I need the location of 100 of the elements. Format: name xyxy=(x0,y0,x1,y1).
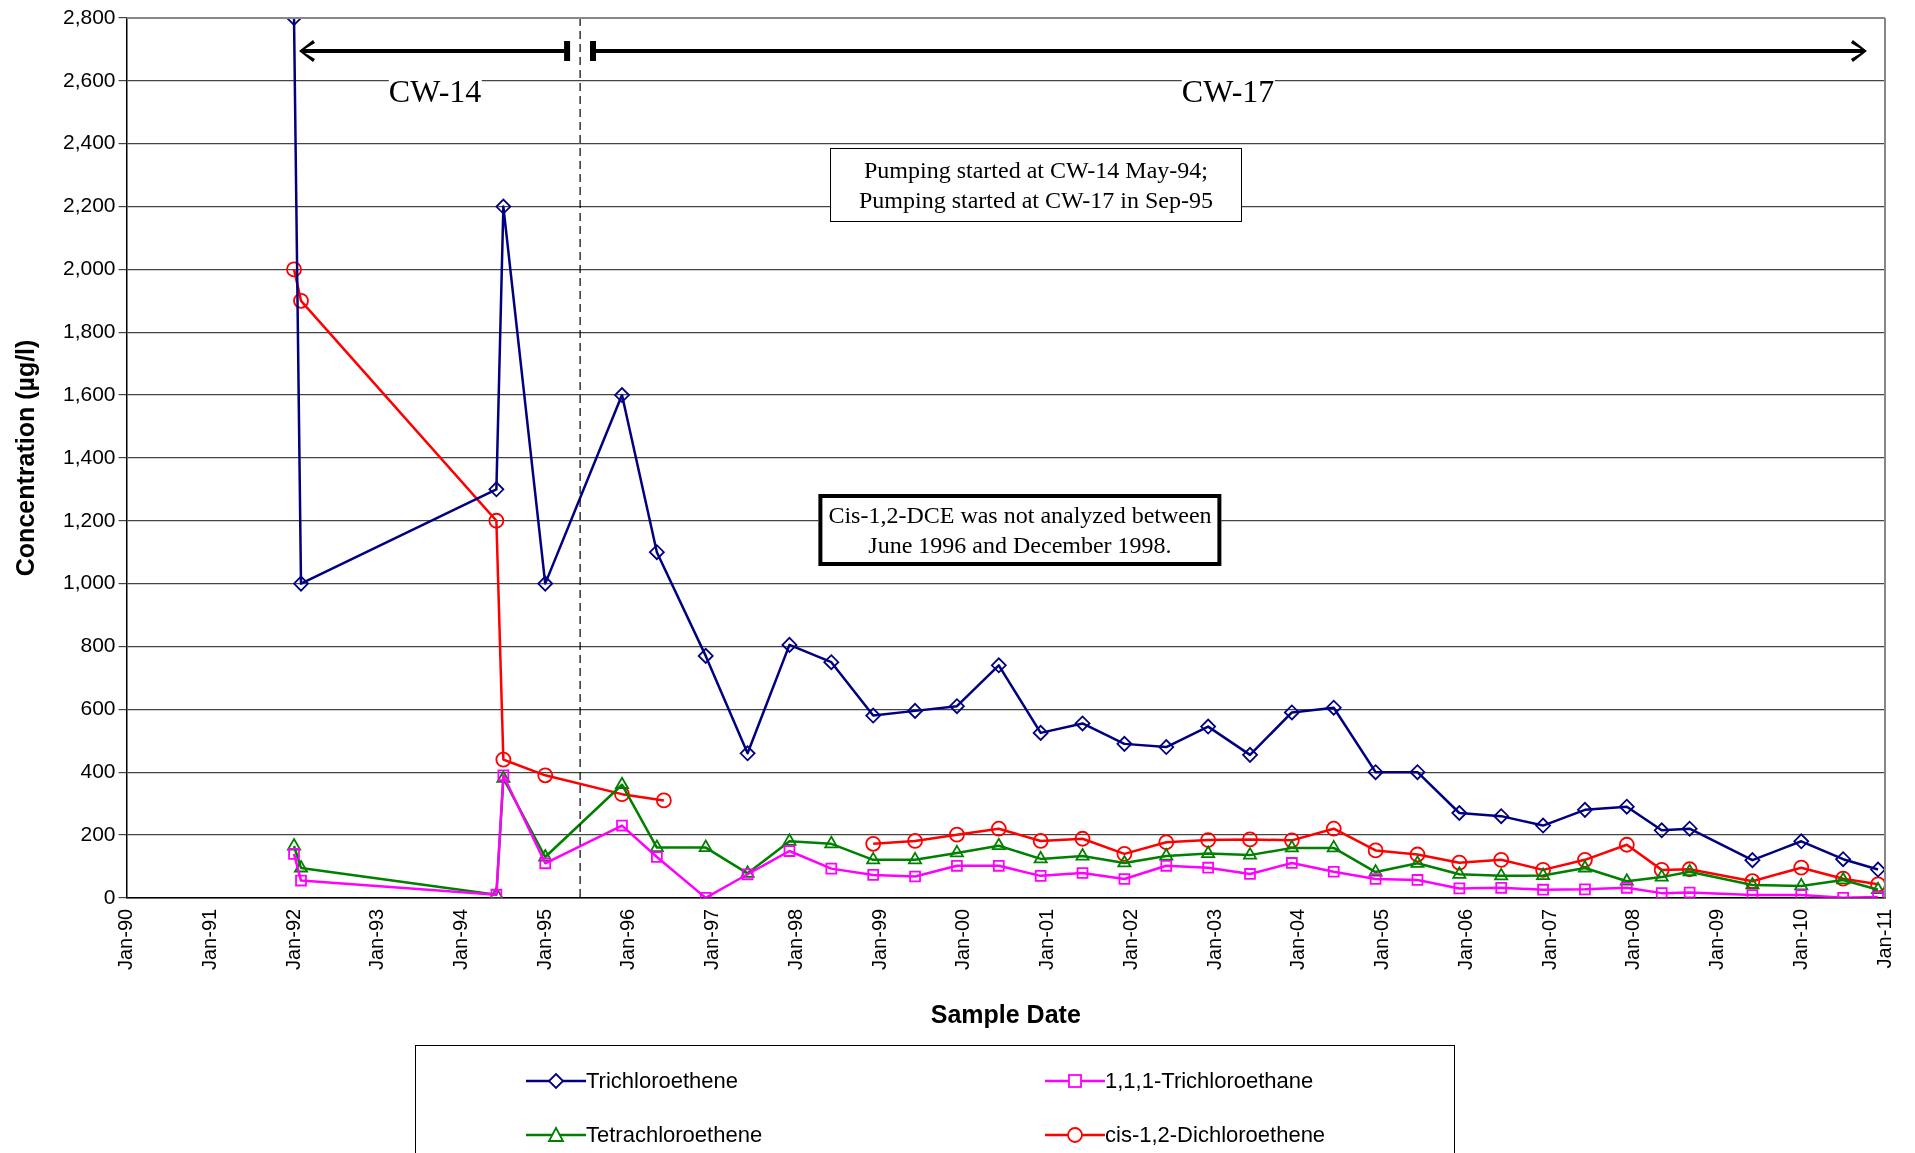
x-tick-label: Jan-96 xyxy=(616,908,639,970)
point xyxy=(655,792,672,809)
point xyxy=(1579,883,1591,896)
x-tick-label: Jan-03 xyxy=(1202,908,1225,970)
annotation: Cis-1,2-DCE was not analyzed between June 1996 and December 1998. xyxy=(818,494,1222,566)
point xyxy=(1325,820,1342,837)
point xyxy=(288,848,300,860)
point xyxy=(1243,847,1257,860)
point xyxy=(614,387,630,403)
point xyxy=(825,862,838,875)
point xyxy=(1871,881,1885,895)
point xyxy=(1410,855,1425,868)
point xyxy=(1411,874,1424,886)
point xyxy=(1409,846,1426,863)
point xyxy=(1535,861,1551,878)
legend-label: cis-1,2-Dichloroethene xyxy=(1105,1122,1326,1148)
x-tick-label: Jan-09 xyxy=(1705,908,1728,970)
point xyxy=(1453,882,1466,895)
x-tick-label: Jan-90 xyxy=(114,908,137,970)
x-tick-label: Jan-93 xyxy=(365,908,388,970)
annotation: Pumping started at CW-14 May-94; Pumping started at CW-17 in Sep-95 xyxy=(830,148,1242,222)
point xyxy=(907,833,923,849)
y-tick-label: 2,800 xyxy=(62,4,116,28)
point xyxy=(1368,864,1383,877)
point xyxy=(1451,854,1468,871)
point xyxy=(1201,845,1216,858)
x-tick-label: Jan-95 xyxy=(532,908,555,970)
point xyxy=(1451,805,1468,821)
point xyxy=(1494,867,1509,881)
point xyxy=(651,851,663,863)
legend-label: Trichloroethene xyxy=(586,1068,739,1094)
point xyxy=(1033,850,1048,864)
point xyxy=(1577,801,1593,818)
point xyxy=(865,707,882,724)
point xyxy=(1116,735,1133,752)
point xyxy=(1327,865,1340,878)
point xyxy=(649,839,664,852)
point xyxy=(1369,873,1382,885)
point xyxy=(824,835,839,849)
point xyxy=(1074,715,1091,732)
point xyxy=(1158,834,1175,851)
point xyxy=(495,751,512,768)
point xyxy=(823,654,840,671)
point xyxy=(698,839,713,852)
x-tick-label: Jan-05 xyxy=(1370,908,1393,970)
y-tick-label: 1,600 xyxy=(62,381,116,405)
x-tick-label: Jan-10 xyxy=(1788,908,1811,970)
point xyxy=(865,835,882,852)
point xyxy=(1325,699,1342,716)
y-tick-label: 1,400 xyxy=(62,444,116,468)
point xyxy=(293,292,309,309)
x-tick-label: Jan-92 xyxy=(281,908,304,970)
point xyxy=(1493,851,1510,868)
y-tick-label: 1,800 xyxy=(62,319,116,343)
y-tick-label: 200 xyxy=(80,821,116,845)
point xyxy=(1032,833,1049,849)
annotation: CW-14 xyxy=(388,73,482,109)
point xyxy=(697,647,714,664)
legend-label: 1,1,1-Trichloroethane xyxy=(1105,1068,1314,1094)
point xyxy=(908,851,923,865)
point xyxy=(1116,845,1133,862)
point xyxy=(866,851,881,865)
point xyxy=(781,636,798,653)
y-tick-label: 400 xyxy=(80,758,116,782)
x-tick-label: Jan-00 xyxy=(951,908,974,970)
x-axis-title: Sample Date xyxy=(930,999,1081,1028)
point xyxy=(1619,873,1634,886)
point xyxy=(1200,832,1217,848)
point xyxy=(1326,839,1341,853)
x-tick-label: Jan-94 xyxy=(449,908,472,970)
annotation: CW-17 xyxy=(1181,73,1275,109)
point xyxy=(488,481,505,498)
point xyxy=(1493,808,1510,825)
y-axis-title: Concentration (µg/l) xyxy=(10,339,39,577)
point xyxy=(1536,867,1551,880)
point xyxy=(867,869,880,881)
point xyxy=(1618,798,1635,815)
x-tick-label: Jan-07 xyxy=(1537,908,1560,970)
legend-label: Tetrachloroethene xyxy=(586,1122,763,1148)
x-tick-label: Jan-98 xyxy=(783,908,806,970)
point xyxy=(1118,873,1131,885)
point xyxy=(495,198,512,215)
y-tick-label: 1,200 xyxy=(62,507,116,531)
y-tick-label: 2,200 xyxy=(62,193,116,217)
y-tick-label: 2,600 xyxy=(62,67,116,91)
point xyxy=(1681,820,1698,837)
point xyxy=(949,698,965,715)
point xyxy=(949,826,965,843)
point xyxy=(1870,861,1885,878)
point xyxy=(648,544,665,561)
point xyxy=(1367,842,1384,859)
x-tick-label: Jan-97 xyxy=(700,908,723,970)
y-tick-label: 1,000 xyxy=(62,570,116,594)
point xyxy=(287,838,301,851)
point xyxy=(537,575,554,592)
point xyxy=(538,849,553,862)
point xyxy=(1202,861,1214,874)
point xyxy=(1032,724,1049,741)
point xyxy=(949,845,964,858)
y-tick-label: 600 xyxy=(80,696,116,720)
